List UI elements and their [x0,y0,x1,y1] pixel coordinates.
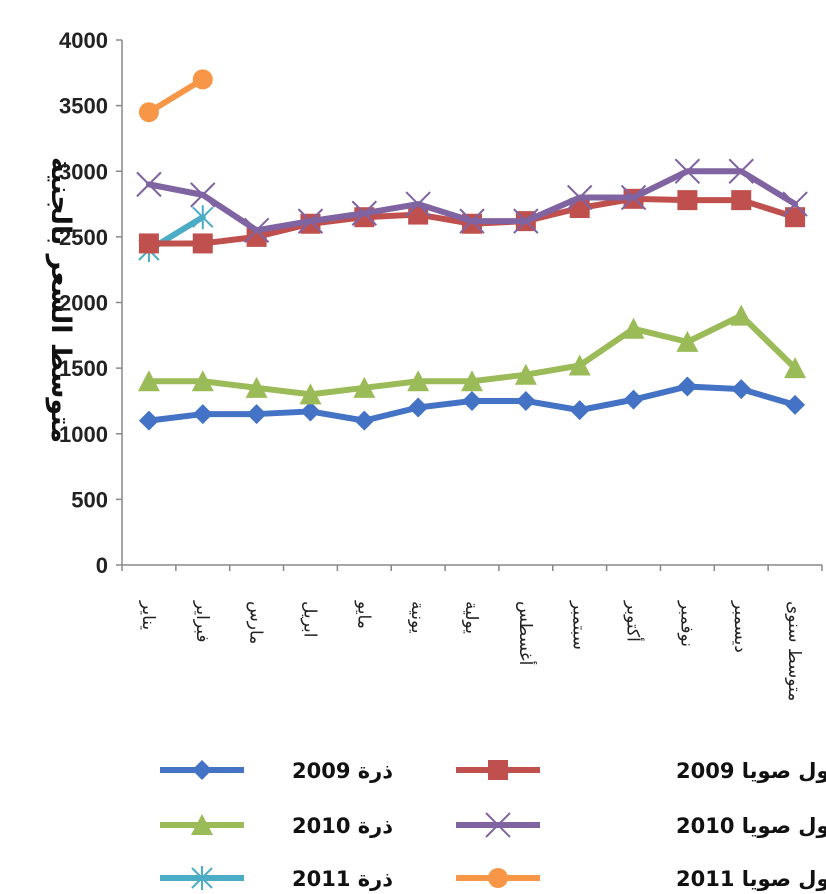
legend-label: ذرة 2011 [292,867,393,891]
legend-item: كسب فول صويا 2011 [456,867,826,891]
data-point [677,190,698,211]
legend-label: كسب فول صويا 2009 [676,759,826,783]
y-tick-label: 3000 [59,159,108,184]
x-tick-label: ديسمبر [730,600,750,653]
data-point [192,69,213,90]
series-5 [136,158,808,244]
data-point [784,357,807,379]
data-point [191,370,214,392]
legend-marker [488,760,508,780]
data-point [299,383,322,405]
x-tick-label: مارس [246,601,266,644]
data-point [192,404,213,425]
data-point [190,182,216,208]
data-point [677,376,698,397]
data-point [566,184,593,211]
x-tick-label: فبراير [192,600,212,642]
data-point [459,208,485,234]
data-point [192,205,214,230]
data-point [731,379,752,400]
legend-item: ذرة 2009 [160,759,393,783]
data-point [137,370,160,392]
legend-item: كسب فول صويا 2009 [456,759,826,783]
data-point [138,233,159,254]
x-tick-label: يناير [138,600,158,630]
data-point [569,400,590,421]
data-point [622,317,645,339]
y-axis-label: متوسط السعر بالجنية [45,157,76,443]
y-tick-label: 3500 [59,94,108,119]
data-point [405,191,431,217]
data-point [515,390,536,411]
x-tick-label: يونية [407,601,427,634]
legend-item: ذرة 2010 [160,814,393,838]
x-tick-label: أكتوبر [623,600,645,642]
data-point [623,389,644,410]
data-point [676,330,699,352]
data-point [462,390,482,411]
data-point [730,304,753,326]
data-point [568,354,591,376]
data-point [785,394,806,415]
legend-marker [191,866,213,890]
data-point [620,184,647,211]
data-point [408,397,429,418]
series-6 [138,69,213,123]
legend-marker [191,814,213,835]
series-line [145,76,206,116]
x-tick-label: يولية [461,601,481,634]
data-point [246,404,267,425]
data-point [245,376,268,398]
data-point [674,158,701,184]
y-tick-label: 0 [96,553,108,578]
data-point [731,190,752,211]
data-point [461,370,483,392]
x-tick-label: سبتمبر [569,600,589,650]
data-point [136,171,162,198]
data-point [407,370,430,392]
data-point [513,208,539,234]
series-2 [137,304,807,405]
y-tick-label: 1500 [59,356,108,381]
data-point [300,401,321,422]
series-1 [138,376,806,431]
y-tick-label: 500 [71,487,108,512]
legend-label: كسب فول صويا 2011 [676,867,826,891]
x-tick-label: مايو [353,600,373,629]
legend: ذرة 2009 ذرة 2010 ذرة 2011 كسب فول صويا 200… [160,759,826,891]
legend-item: كسب فول صويا 2010 [456,812,826,838]
data-point [192,233,213,254]
y-tick-label: 2000 [59,291,108,316]
plot-area: 0 500 1000 1500 2000 2500 3000 3500 4000 يناير فبر… [59,28,823,701]
data-point [782,191,808,217]
legend-label: كسب فول صويا 2010 [676,814,826,838]
data-point [728,158,754,184]
data-point [351,200,378,226]
data-point [138,102,159,123]
legend-marker [192,760,212,780]
data-point [354,410,375,431]
legend-label: ذرة 2010 [292,814,393,838]
data-point [243,217,270,244]
data-point [138,410,159,431]
legend-marker [488,868,508,888]
legend-label: ذرة 2009 [292,759,393,783]
data-point [297,208,324,234]
x-tick-label: نوفمبر [676,600,696,647]
legend-item: ذرة 2011 [160,866,393,891]
y-tick-label: 4000 [59,28,108,53]
data-point [353,376,376,398]
x-tick-label: متوسط سنوى [784,601,804,701]
y-tick-label: 1000 [59,422,108,447]
x-tick-label: ابريل [299,601,319,637]
legend-marker [485,812,511,838]
data-point [514,363,537,385]
data-point [785,207,806,228]
y-tick-label: 2500 [59,225,108,250]
x-tick-label: أغسطس [515,601,537,665]
